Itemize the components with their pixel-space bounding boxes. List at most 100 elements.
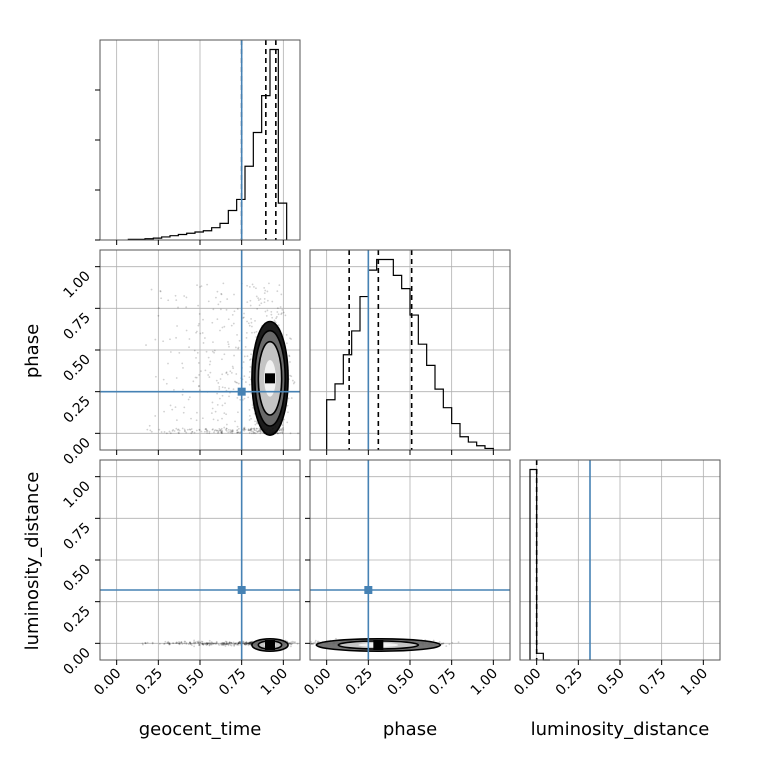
sample-point	[193, 642, 196, 645]
x-tick-label: 0.50	[384, 666, 417, 699]
sample-point	[253, 427, 256, 430]
sample-point	[254, 432, 257, 435]
sample-point	[248, 419, 251, 421]
sample-point	[281, 431, 284, 434]
sample-point	[234, 642, 237, 645]
sample-point	[238, 339, 241, 342]
x-tick-label: 0.75	[426, 666, 459, 699]
sample-point	[291, 642, 294, 645]
sample-point	[169, 338, 171, 341]
histogram-bin	[452, 424, 460, 450]
sample-point	[228, 641, 231, 644]
sample-point	[162, 340, 165, 343]
sample-point	[209, 642, 212, 645]
sample-point	[250, 321, 253, 324]
sample-point	[222, 282, 225, 285]
sample-point	[232, 367, 235, 370]
sample-point	[200, 285, 203, 287]
sample-point	[279, 428, 282, 431]
sample-point	[212, 642, 215, 645]
sample-point	[197, 641, 200, 644]
sample-point	[206, 643, 209, 646]
sample-point	[256, 308, 259, 310]
sample-point	[150, 288, 153, 291]
x-tick-label: 1.00	[468, 666, 501, 699]
sample-point	[202, 643, 205, 646]
sample-point	[172, 429, 175, 431]
sample-point	[227, 644, 230, 647]
sample-point	[189, 643, 192, 646]
sample-point	[151, 641, 154, 644]
sample-point	[176, 641, 179, 644]
sample-point	[239, 398, 242, 401]
sample-point	[248, 641, 250, 644]
sample-point	[173, 388, 175, 391]
sample-point	[205, 644, 208, 647]
sample-point	[250, 428, 252, 431]
sample-point	[225, 643, 228, 646]
sample-point	[207, 374, 210, 376]
sample-point	[291, 379, 294, 382]
sample-point	[225, 371, 228, 374]
sample-point	[177, 306, 179, 309]
sample-point	[166, 642, 169, 645]
sample-point	[246, 301, 249, 304]
sample-point	[276, 307, 279, 309]
sample-point	[207, 642, 210, 645]
sample-point	[249, 378, 252, 381]
sample-point	[243, 426, 246, 429]
sample-point	[193, 349, 196, 352]
sample-point	[441, 642, 443, 645]
sample-point	[209, 643, 212, 646]
sample-point	[201, 642, 204, 645]
sample-point	[246, 642, 248, 645]
sample-point	[235, 642, 238, 644]
sample-point	[442, 642, 445, 645]
sample-point	[177, 428, 180, 431]
sample-point	[166, 641, 169, 644]
histogram-bin	[468, 442, 476, 450]
sample-point	[198, 389, 201, 392]
histogram-panel-luminosity-distance: 0.00 0.25 0.50 0.75 1.00	[511, 459, 721, 699]
sample-point	[178, 429, 181, 432]
sample-point	[243, 643, 246, 646]
sample-point	[238, 431, 241, 434]
sample-point	[266, 290, 269, 293]
sample-point	[220, 308, 222, 311]
sample-point	[242, 640, 245, 643]
sample-point	[238, 640, 241, 643]
sample-point	[157, 314, 160, 317]
sample-point	[219, 428, 222, 431]
sample-point	[277, 432, 279, 435]
sample-point	[222, 644, 225, 647]
sample-point	[237, 431, 239, 434]
sample-point	[263, 301, 266, 304]
sample-point	[280, 312, 283, 315]
sample-point	[219, 429, 221, 432]
sample-point	[255, 429, 258, 432]
sample-point	[289, 361, 291, 363]
sample-point	[259, 432, 262, 435]
sample-point	[280, 313, 283, 316]
sample-point	[202, 643, 205, 646]
sample-point	[219, 329, 221, 332]
sample-point	[224, 643, 227, 646]
histogram-step	[127, 48, 288, 240]
sample-point	[256, 430, 259, 433]
sample-point	[148, 424, 151, 427]
density-peak	[265, 640, 275, 650]
y-tick-label: 0.25	[60, 603, 93, 636]
sample-point	[280, 428, 283, 431]
sample-point	[277, 324, 280, 327]
sample-point	[281, 429, 283, 432]
sample-point	[310, 642, 313, 645]
sample-point	[210, 641, 213, 644]
sample-point	[185, 643, 188, 645]
sample-point	[284, 314, 287, 317]
sample-point	[243, 427, 246, 430]
sample-point	[196, 330, 198, 333]
sample-point	[278, 429, 281, 432]
sample-point	[198, 374, 200, 376]
density-panel-phase-vs-luminosity-distance: 0.00 0.25 0.50 0.75 1.00	[301, 459, 511, 699]
sample-point	[247, 642, 250, 644]
